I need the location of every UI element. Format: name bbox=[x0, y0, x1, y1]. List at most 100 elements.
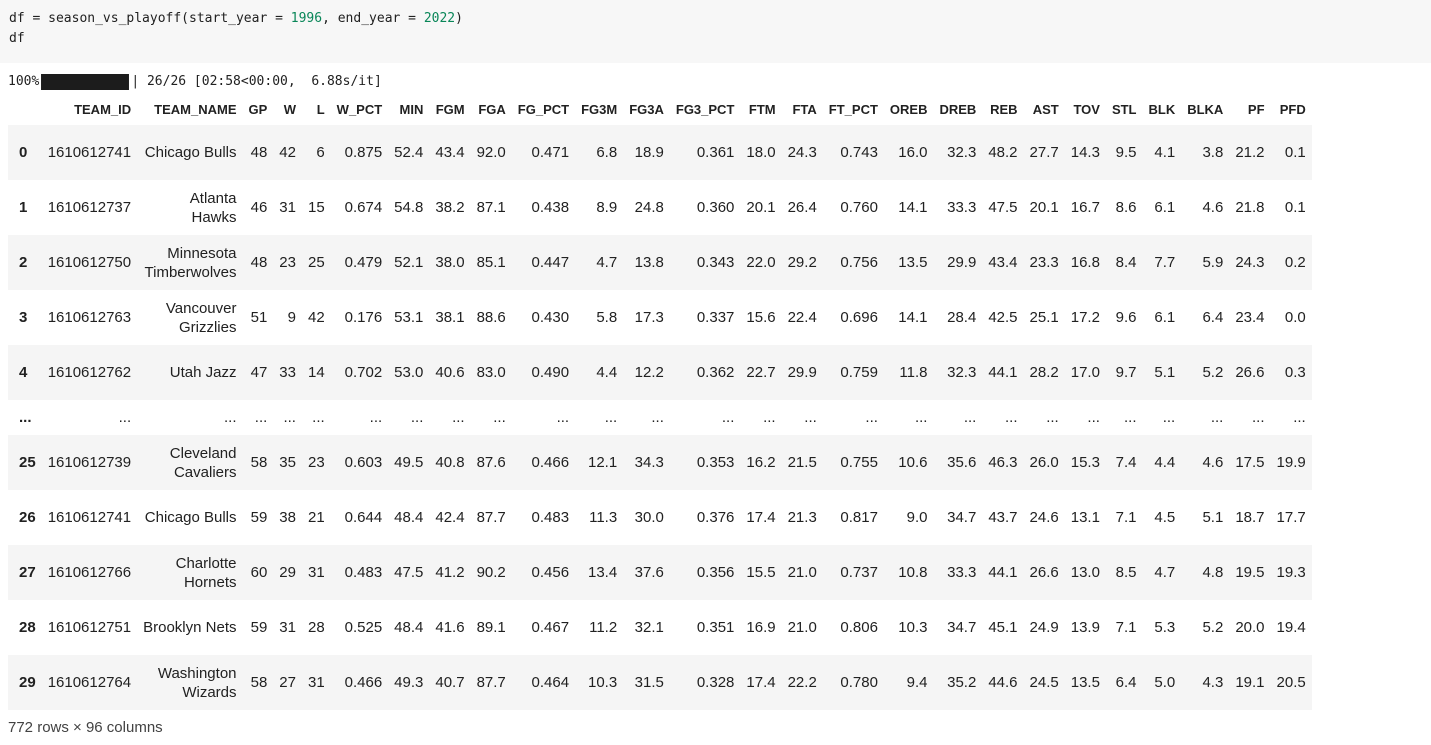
row-index: 28 bbox=[19, 619, 36, 636]
cell: 31 bbox=[307, 564, 325, 581]
team-name-cell: Cleveland Cavaliers bbox=[137, 435, 242, 490]
column-header: FG3A bbox=[629, 101, 664, 117]
cell: ... bbox=[763, 409, 776, 426]
team-name-line: Chicago Bulls bbox=[144, 509, 237, 526]
cell: 34.7 bbox=[947, 509, 977, 526]
cell: 8.6 bbox=[1115, 199, 1137, 216]
column-header: FT_PCT bbox=[828, 101, 878, 117]
team-name-line: Chicago Bulls bbox=[144, 144, 237, 161]
cell: 58 bbox=[250, 454, 268, 471]
cell: ... bbox=[254, 409, 268, 426]
cell: 8.5 bbox=[1115, 564, 1137, 581]
cell: 18.0 bbox=[746, 144, 776, 161]
cell: 16.0 bbox=[898, 144, 928, 161]
cell: 92.0 bbox=[476, 144, 506, 161]
cell: 13.9 bbox=[1070, 619, 1100, 636]
row-index: 4 bbox=[19, 364, 28, 381]
cell: 0.353 bbox=[696, 454, 735, 471]
row-index: 29 bbox=[19, 674, 36, 691]
team-name-cell: Minnesota Timberwolves bbox=[137, 235, 242, 290]
cell: 34.3 bbox=[634, 454, 664, 471]
cell: 20.0 bbox=[1235, 619, 1265, 636]
column-header: BLKA bbox=[1187, 101, 1224, 117]
cell: 10.8 bbox=[898, 564, 928, 581]
cell: 4.5 bbox=[1154, 509, 1176, 526]
cell: 54.8 bbox=[394, 199, 424, 216]
cell: 6 bbox=[316, 144, 325, 161]
cell: 53.0 bbox=[394, 364, 424, 381]
cell: 59 bbox=[250, 619, 268, 636]
cell: 53.1 bbox=[394, 309, 424, 326]
column-header: FGM bbox=[435, 101, 465, 117]
cell: 0.644 bbox=[344, 509, 383, 526]
team-name-line: Wizards bbox=[182, 683, 237, 701]
progress-output: 100% | 26/26 [02:58<00:00, 6.88s/it] bbox=[8, 72, 382, 92]
code-line-1[interactable]: df = season_vs_playoff(start_year = 1996… bbox=[9, 11, 463, 26]
column-header: BLK bbox=[1148, 101, 1176, 117]
code-cell[interactable]: df = season_vs_playoff(start_year = 1996… bbox=[0, 0, 1431, 63]
column-header: STL bbox=[1111, 101, 1137, 117]
cell: 35.6 bbox=[947, 454, 977, 471]
cell: ... bbox=[283, 409, 296, 426]
table-row: 3 1610612763 Vancouver Grizzlies 51 9 42 0.176 5… bbox=[8, 290, 1312, 345]
cell: 0.456 bbox=[531, 564, 570, 581]
cell: 21.5 bbox=[787, 454, 817, 471]
cell: 5.9 bbox=[1202, 254, 1224, 271]
cell: 21.0 bbox=[787, 564, 817, 581]
cell: 29.9 bbox=[787, 364, 817, 381]
cell: ... bbox=[452, 409, 465, 426]
cell: 43.4 bbox=[988, 254, 1018, 271]
cell: 24.8 bbox=[634, 199, 664, 216]
team-name-line: Hornets bbox=[183, 573, 237, 591]
cell: 23.4 bbox=[1235, 309, 1265, 326]
column-header: TEAM_NAME bbox=[154, 101, 237, 117]
cell: 8.9 bbox=[596, 199, 618, 216]
cell: 19.9 bbox=[1276, 454, 1306, 471]
progress-bar-fill bbox=[42, 74, 129, 90]
column-header: FGA bbox=[478, 101, 506, 117]
row-index: 0 bbox=[19, 144, 28, 161]
cell: 22.2 bbox=[787, 674, 817, 691]
team-name-line: Cleveland bbox=[169, 444, 237, 462]
cell: 31 bbox=[307, 674, 325, 691]
cell: 0.438 bbox=[531, 199, 570, 216]
cell: 21.2 bbox=[1235, 144, 1265, 161]
cell: 4.3 bbox=[1202, 674, 1224, 691]
cell: 42.5 bbox=[988, 309, 1018, 326]
cell: 46 bbox=[250, 199, 268, 216]
cell: 32.1 bbox=[634, 619, 664, 636]
cell: 35.2 bbox=[947, 674, 977, 691]
cell: 26.6 bbox=[1029, 564, 1059, 581]
cell: 22.4 bbox=[787, 309, 817, 326]
cell: 19.3 bbox=[1276, 564, 1306, 581]
cell: ... bbox=[1087, 409, 1100, 426]
cell: 0.447 bbox=[531, 254, 570, 271]
table-row: 27 1610612766 Charlotte Hornets 60 29 31 0.483 4… bbox=[8, 545, 1312, 600]
cell: 4.4 bbox=[1154, 454, 1176, 471]
column-header: TEAM_ID bbox=[74, 101, 132, 117]
cell: 0.1 bbox=[1284, 199, 1306, 216]
cell: 14 bbox=[307, 364, 325, 381]
cell: 3.8 bbox=[1202, 144, 1224, 161]
cell: 19.1 bbox=[1235, 674, 1265, 691]
team-name-cell: Chicago Bulls bbox=[137, 125, 242, 180]
cell: 24.9 bbox=[1029, 619, 1059, 636]
column-header: PF bbox=[1247, 101, 1265, 117]
code-line-2[interactable]: df bbox=[9, 31, 25, 46]
cell: 59 bbox=[250, 509, 268, 526]
cell: 10.3 bbox=[588, 674, 618, 691]
cell: 5.2 bbox=[1202, 364, 1224, 381]
cell: 32.3 bbox=[947, 144, 977, 161]
column-header: FG3M bbox=[581, 101, 618, 117]
team-name-line: Charlotte bbox=[175, 554, 237, 572]
cell: 43.7 bbox=[988, 509, 1018, 526]
cell: ... bbox=[1252, 409, 1265, 426]
cell: 31 bbox=[279, 619, 296, 636]
cell: 16.7 bbox=[1070, 199, 1100, 216]
cell: 17.4 bbox=[746, 674, 776, 691]
cell: 47.5 bbox=[988, 199, 1018, 216]
team-name-line: Atlanta bbox=[189, 189, 237, 207]
cell: 0.471 bbox=[531, 144, 570, 161]
cell: 11.3 bbox=[589, 509, 618, 526]
row-index: ... bbox=[19, 409, 32, 426]
